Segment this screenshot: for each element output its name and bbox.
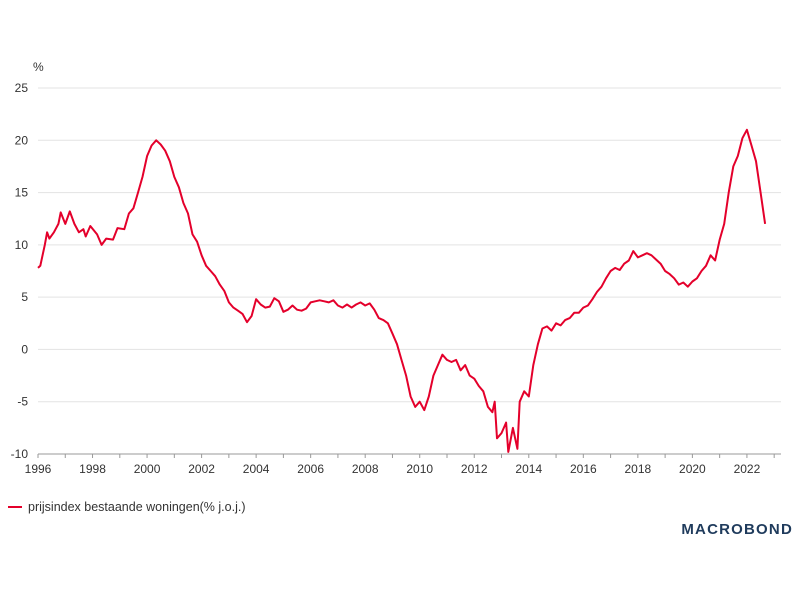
- y-tick-label: -5: [17, 395, 28, 409]
- legend-swatch: [8, 506, 22, 508]
- y-tick-label: 20: [15, 133, 29, 147]
- x-tick-label: 2000: [134, 462, 161, 476]
- y-tick-label: 15: [15, 186, 29, 200]
- y-tick-label: 5: [21, 290, 28, 304]
- y-tick-label: 10: [15, 238, 29, 252]
- x-tick-label: 2020: [679, 462, 706, 476]
- y-tick-label: 0: [21, 342, 28, 356]
- x-tick-label: 2004: [243, 462, 270, 476]
- legend: prijsindex bestaande woningen(% j.o.j.): [8, 500, 246, 514]
- y-tick-label: 25: [15, 81, 29, 95]
- y-tick-label: -10: [11, 447, 29, 461]
- x-tick-label: 2002: [188, 462, 215, 476]
- series-group: [37, 128, 767, 453]
- series-line: [37, 128, 767, 453]
- y-axis: 25 20 15 10 5 0 -5 -10: [11, 81, 29, 461]
- x-tick-label: 2006: [297, 462, 324, 476]
- x-axis: 1996 1998 2000 2002 2004 2006 2008 2010 2012 2014…: [25, 453, 781, 476]
- x-tick-label: 1998: [79, 462, 106, 476]
- brand-logo: MACROBOND: [681, 521, 793, 538]
- x-tick-label: 2016: [570, 462, 597, 476]
- y-unit-label: %: [33, 60, 44, 74]
- grid-lines: [38, 87, 781, 455]
- x-tick-label: 2012: [461, 462, 488, 476]
- x-tick-label: 2022: [734, 462, 761, 476]
- x-tick-label: 2014: [515, 462, 542, 476]
- x-tick-label: 2008: [352, 462, 379, 476]
- x-tick-label: 1996: [25, 462, 52, 476]
- x-tick-label: 2018: [625, 462, 652, 476]
- x-tick-label: 2010: [406, 462, 433, 476]
- legend-label: prijsindex bestaande woningen(% j.o.j.): [28, 500, 246, 514]
